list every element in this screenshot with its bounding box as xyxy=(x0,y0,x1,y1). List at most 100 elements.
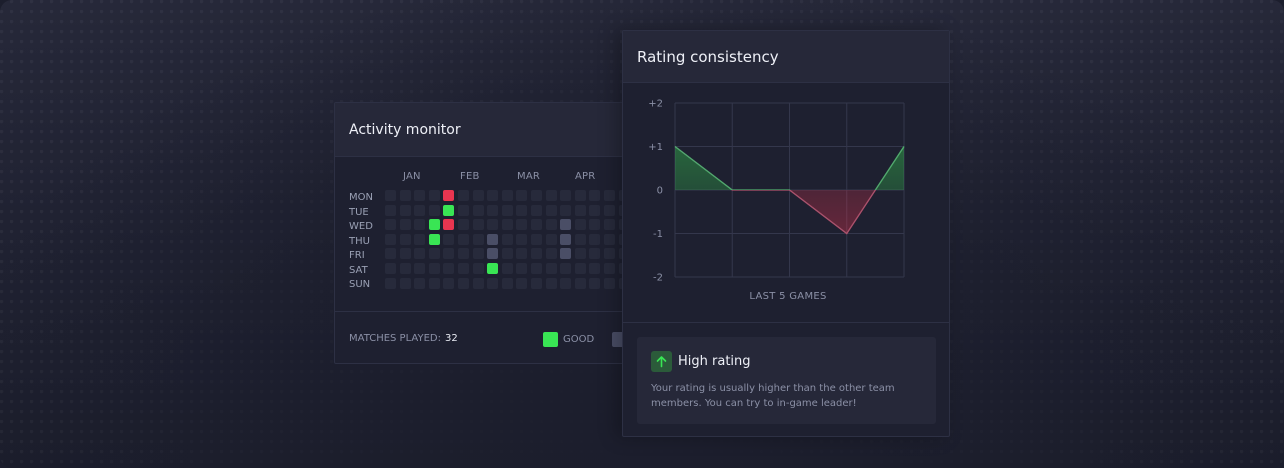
activity-cell xyxy=(414,219,426,231)
activity-cell-avg xyxy=(487,248,499,260)
chart-x-axis-label: LAST 5 GAMES xyxy=(749,291,826,302)
activity-cell-avg xyxy=(560,248,572,260)
activity-cell xyxy=(414,248,426,260)
activity-cell xyxy=(501,219,513,231)
rating-chart: +2 +1 0 -1 -2 LAST 5 GAMES xyxy=(623,83,949,323)
activity-cell xyxy=(531,190,542,201)
activity-cell xyxy=(472,233,484,245)
activity-cell xyxy=(589,263,601,274)
activity-cell xyxy=(428,263,440,274)
activity-cell xyxy=(458,219,469,231)
activity-monitor-title: Activity monitor xyxy=(335,103,633,157)
activity-cell-bad xyxy=(443,190,455,201)
activity-cell-good xyxy=(428,233,440,245)
activity-cell xyxy=(545,277,557,289)
activity-cell xyxy=(574,263,586,274)
activity-cell xyxy=(428,248,440,260)
chart-y-tick-label: +1 xyxy=(648,142,663,153)
activity-cell xyxy=(399,233,411,245)
activity-cell xyxy=(458,263,469,274)
activity-cell xyxy=(458,190,469,201)
matches-played-label: MATCHES PLAYED: xyxy=(349,333,441,344)
day-label-thu: THU xyxy=(349,235,370,247)
activity-cell xyxy=(501,204,513,216)
activity-cell xyxy=(516,204,528,216)
activity-cell xyxy=(531,219,542,231)
day-labels: MON TUE WED THU FRI SAT SUN xyxy=(349,191,373,293)
activity-cell xyxy=(399,277,411,289)
month-labels: JAN FEB MAR APR xyxy=(335,171,633,185)
activity-cell xyxy=(560,263,572,274)
activity-cell xyxy=(516,219,528,231)
activity-cell xyxy=(472,248,484,260)
chart-y-tick-label: -1 xyxy=(653,229,663,240)
activity-cell xyxy=(589,248,601,260)
activity-cell xyxy=(487,190,499,201)
activity-cell xyxy=(604,277,615,289)
activity-cell xyxy=(385,204,396,216)
activity-cell xyxy=(531,263,542,274)
activity-cell xyxy=(604,219,615,231)
activity-cell xyxy=(589,204,601,216)
activity-cell xyxy=(443,277,455,289)
info-title: High rating xyxy=(678,354,751,369)
day-label-tue: TUE xyxy=(349,206,369,218)
activity-cell-good xyxy=(487,263,499,274)
activity-cell xyxy=(589,277,601,289)
activity-cell xyxy=(414,263,426,274)
day-label-wed: WED xyxy=(349,221,373,232)
activity-cell xyxy=(574,248,586,260)
activity-cell xyxy=(516,277,528,289)
activity-cell-avg xyxy=(560,233,572,245)
activity-cell xyxy=(574,277,586,289)
activity-cell xyxy=(458,204,469,216)
activity-cell xyxy=(531,248,542,260)
activity-cell xyxy=(487,204,499,216)
activity-cell xyxy=(560,204,572,216)
activity-cell xyxy=(589,233,601,245)
activity-cell xyxy=(428,190,440,201)
activity-cell xyxy=(399,219,411,231)
activity-cell xyxy=(399,204,411,216)
activity-cell xyxy=(516,190,528,201)
activity-cell-avg xyxy=(560,219,572,231)
activity-cell xyxy=(399,263,411,274)
month-label-apr: APR xyxy=(575,171,596,182)
activity-monitor-card: Activity monitor JAN FEB MAR APR MON TUE… xyxy=(334,102,634,364)
activity-footer: MATCHES PLAYED: 32 GOOD xyxy=(335,311,633,365)
activity-cell xyxy=(458,248,469,260)
activity-cell xyxy=(516,233,528,245)
activity-cell-good xyxy=(443,204,455,216)
activity-cell xyxy=(472,190,484,201)
activity-cell xyxy=(604,248,615,260)
legend-label-good: GOOD xyxy=(563,334,595,345)
day-label-sat: SAT xyxy=(349,264,368,276)
activity-cell xyxy=(472,277,484,289)
activity-cell xyxy=(501,190,513,201)
activity-cell xyxy=(604,190,615,201)
divider xyxy=(623,322,949,323)
activity-cell xyxy=(385,190,396,201)
activity-cell xyxy=(604,233,615,245)
activity-cell xyxy=(472,204,484,216)
month-label-mar: MAR xyxy=(517,171,541,182)
activity-cell xyxy=(604,204,615,216)
chart-y-ticks: +2 +1 0 -1 -2 xyxy=(648,99,663,284)
activity-cell xyxy=(560,277,572,289)
activity-cell xyxy=(501,233,513,245)
activity-cell xyxy=(472,263,484,274)
activity-cell xyxy=(487,277,499,289)
activity-cell xyxy=(604,263,615,274)
activity-cell xyxy=(487,219,499,231)
activity-cell xyxy=(545,248,557,260)
activity-cell xyxy=(414,233,426,245)
chart-area-negative xyxy=(675,190,904,234)
activity-cell xyxy=(428,277,440,289)
activity-cell xyxy=(472,219,484,231)
activity-cell xyxy=(574,204,586,216)
activity-cell xyxy=(414,277,426,289)
activity-cell xyxy=(545,219,557,231)
activity-cell xyxy=(458,233,469,245)
activity-cell xyxy=(414,204,426,216)
chart-y-tick-label: +2 xyxy=(648,99,663,110)
